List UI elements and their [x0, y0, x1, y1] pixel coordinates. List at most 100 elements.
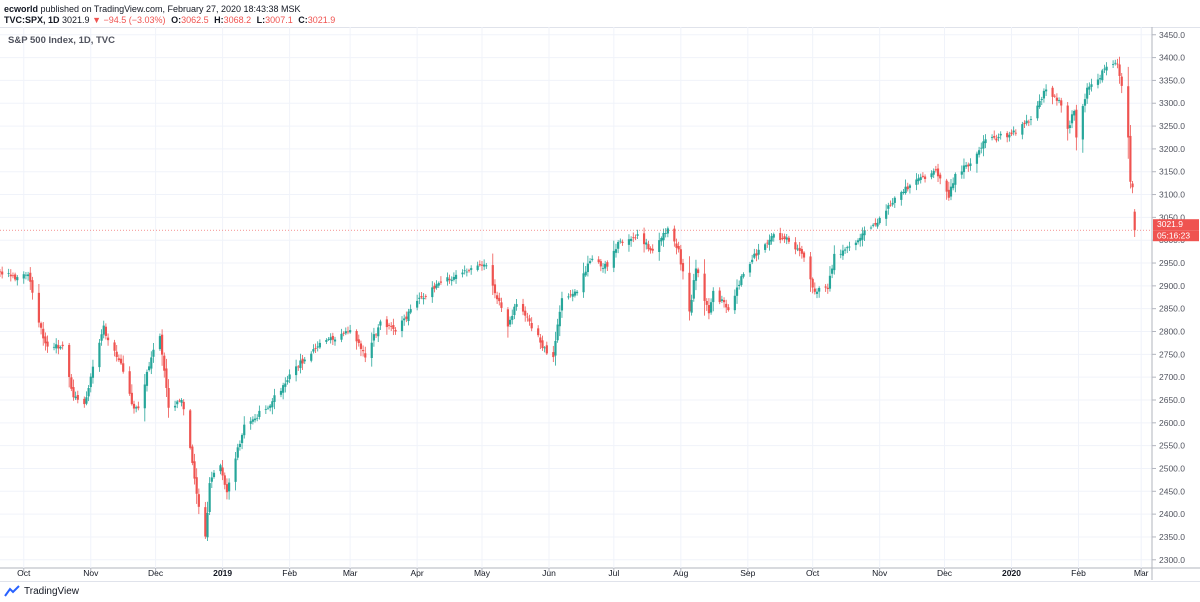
candle-body [1, 271, 4, 275]
open-value: 3062.5 [181, 15, 209, 25]
candle-body [150, 357, 153, 369]
candle-body [236, 447, 239, 458]
candle-body [712, 290, 715, 303]
candle-body [102, 325, 105, 335]
candle-body [999, 133, 1002, 136]
candle-body [515, 304, 518, 307]
y-tick-label: 2550.0 [1159, 441, 1185, 451]
candle-body [11, 275, 15, 277]
candle-body [965, 165, 968, 167]
candle-body [770, 236, 773, 242]
candle-body [342, 332, 345, 334]
candle-body [1029, 119, 1033, 121]
candle-body [720, 299, 723, 301]
candle-body [1060, 100, 1063, 106]
candle-body [57, 345, 60, 349]
x-tick-label: Oct [17, 568, 31, 578]
candle-body [813, 288, 816, 292]
candle-body [37, 292, 41, 323]
close-label: C: [298, 15, 308, 25]
candle-body [705, 300, 708, 305]
candle-body [312, 349, 315, 352]
candle-body [374, 334, 378, 336]
candle-body [303, 359, 306, 362]
candle-body [945, 180, 948, 192]
candle-body [651, 248, 654, 251]
candlestick-chart[interactable]: 2300.0 2350.0 2400.0 2450.0 2500.0 2550.0 2600… [0, 27, 1200, 580]
y-tick-label: 2800.0 [1159, 327, 1185, 337]
candle-body [61, 344, 64, 347]
candle-body [753, 253, 756, 258]
tradingview-logo-icon[interactable] [4, 585, 20, 597]
candle-body [848, 246, 851, 248]
candle-body [627, 239, 631, 245]
candle-body [362, 350, 365, 352]
candle-body [993, 135, 996, 138]
candle-body [483, 264, 486, 267]
candle-body [271, 401, 274, 408]
candle-body [403, 318, 406, 321]
candle-body [24, 274, 28, 276]
author-name[interactable]: ecworld [4, 4, 39, 14]
candle-body [969, 163, 972, 166]
candle-body [1053, 95, 1056, 97]
candle-body [165, 368, 168, 388]
candle-body [448, 278, 451, 280]
candle-body [349, 330, 352, 333]
y-tick-label: 2350.0 [1159, 532, 1185, 542]
y-tick-label: 3450.0 [1159, 30, 1185, 40]
candle-body [128, 371, 131, 394]
candle-body [995, 138, 998, 141]
candle-body [221, 467, 224, 476]
candle-body [193, 461, 196, 479]
last-price-label: 3021.9 [1157, 219, 1183, 229]
candle-body [1025, 120, 1028, 124]
candle-body [936, 168, 940, 177]
candle-body [83, 398, 86, 405]
candle-body [990, 136, 994, 138]
candle-body [333, 339, 337, 342]
candle-body [446, 277, 449, 282]
candle-body [893, 197, 896, 203]
candle-body [68, 344, 71, 378]
candle-body [130, 392, 133, 405]
candle-body [470, 268, 473, 270]
low-value: 3007.1 [265, 15, 293, 25]
symbol-label[interactable]: TVC:SPX, 1D [4, 15, 60, 25]
candle-body [480, 264, 484, 266]
candle-body [76, 395, 79, 400]
candle-body [675, 243, 678, 248]
candle-body [508, 319, 512, 325]
candle-body [917, 178, 920, 182]
candle-body [725, 303, 728, 308]
candle-body [604, 263, 607, 269]
candle-body [1083, 99, 1087, 106]
candle-body [908, 185, 912, 188]
chart-title: S&P 500 Index, 1D, TVC [8, 35, 116, 46]
candle-body [809, 256, 812, 280]
candle-body [658, 240, 661, 252]
candle-body [228, 482, 231, 492]
candle-body [340, 333, 343, 340]
candle-body [364, 353, 367, 358]
candle-body [258, 410, 261, 417]
candle-body [891, 202, 894, 205]
candle-body [122, 363, 125, 372]
candle-body [977, 150, 981, 155]
close-value: 3021.9 [307, 15, 336, 25]
candle-body [158, 336, 162, 350]
candle-body [766, 242, 769, 244]
candle-body [377, 327, 380, 337]
candle-body [1101, 70, 1104, 81]
candle-body [645, 242, 648, 245]
candle-body [161, 334, 164, 355]
candle-body [1075, 109, 1078, 138]
quote-line: TVC:SPX, 1D 3021.9 ▼ −94.5 (−3.03%) O:30… [4, 14, 335, 26]
candle-body [742, 273, 745, 277]
candle-body [178, 400, 181, 402]
candle-body [266, 407, 270, 409]
candle-body [779, 233, 782, 241]
footer-brand[interactable]: TradingView [24, 585, 80, 597]
candle-body [967, 164, 970, 167]
candle-body [1073, 111, 1076, 116]
